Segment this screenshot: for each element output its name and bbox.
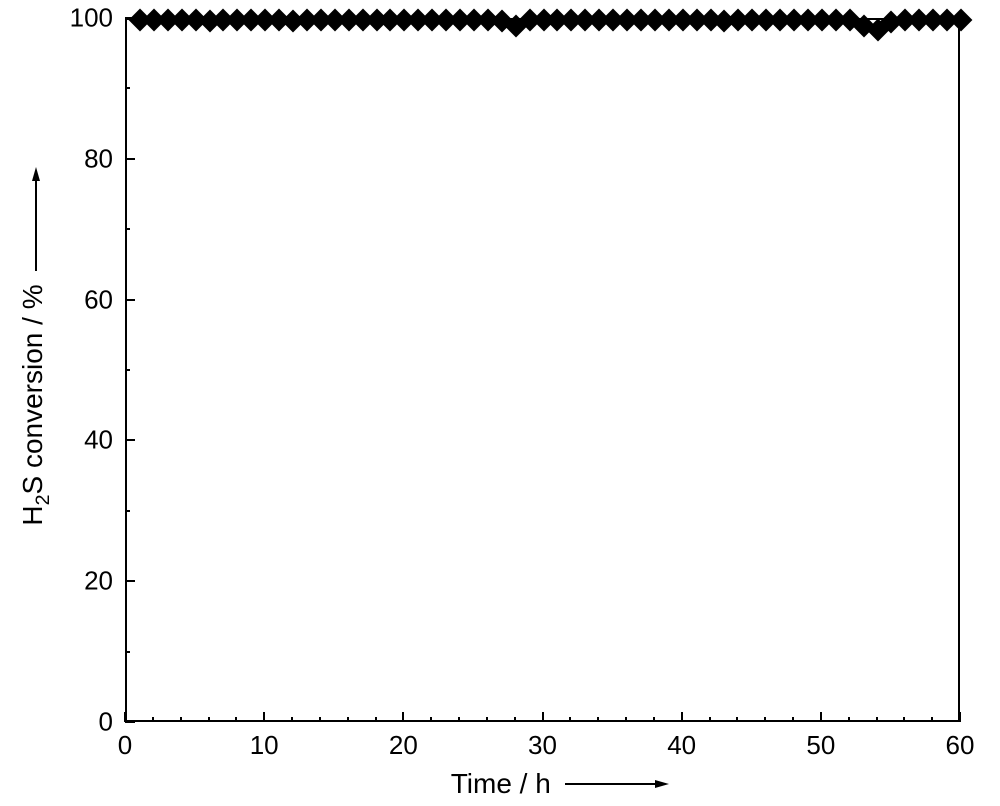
axis-tick [125,158,135,160]
axis-tick [458,717,460,722]
axis-tick [125,87,130,89]
y-axis-arrow-icon [26,167,46,271]
axis-tick [125,369,130,371]
axis-tick [542,712,544,722]
axis-tick [125,580,135,582]
x-tick-label: 50 [806,730,835,761]
axis-tick [931,717,933,722]
axis-tick [569,717,571,722]
y-tick-label: 100 [70,3,113,34]
axis-tick [125,439,135,441]
axis-tick [235,717,237,722]
y-tick-label: 80 [84,143,113,174]
x-tick-label: 10 [250,730,279,761]
axis-tick [125,721,135,723]
axis-tick [125,651,130,653]
chart-container: 0 10 20 30 40 50 60 0 20 40 60 80 100 Time / h H2S con… [0,0,1000,806]
axis-tick [792,717,794,722]
axis-tick [347,717,349,722]
x-axis-arrow-icon [565,774,669,794]
axis-tick [848,717,850,722]
y-tick-label: 40 [84,425,113,456]
x-axis-label: Time / h [451,768,551,800]
axis-tick [486,717,488,722]
y-axis-label: H2S conversion / % [17,285,55,526]
axis-tick [625,717,627,722]
axis-tick [125,510,130,512]
axis-tick [402,712,404,722]
x-tick-label: 20 [389,730,418,761]
axis-tick [291,717,293,722]
axis-tick [681,712,683,722]
axis-tick [876,717,878,722]
axis-tick [263,712,265,722]
x-tick-label: 40 [667,730,696,761]
axis-tick [152,717,154,722]
axis-tick [820,712,822,722]
y-tick-label: 60 [84,284,113,315]
y-tick-label: 0 [99,707,113,738]
y-tick-label: 20 [84,566,113,597]
axis-tick [125,299,135,301]
axis-tick [375,717,377,722]
axis-tick [903,717,905,722]
x-tick-label: 60 [946,730,975,761]
axis-tick [736,717,738,722]
axis-tick [180,717,182,722]
x-tick-label: 30 [528,730,557,761]
axis-tick [430,717,432,722]
axis-tick [597,717,599,722]
axis-tick [764,717,766,722]
axis-tick [709,717,711,722]
x-tick-label: 0 [118,730,132,761]
axis-tick [514,717,516,722]
axis-tick [653,717,655,722]
axis-tick [208,717,210,722]
axis-tick [319,717,321,722]
axis-tick [125,228,130,230]
axis-tick [959,712,961,722]
plot-area [125,18,960,722]
